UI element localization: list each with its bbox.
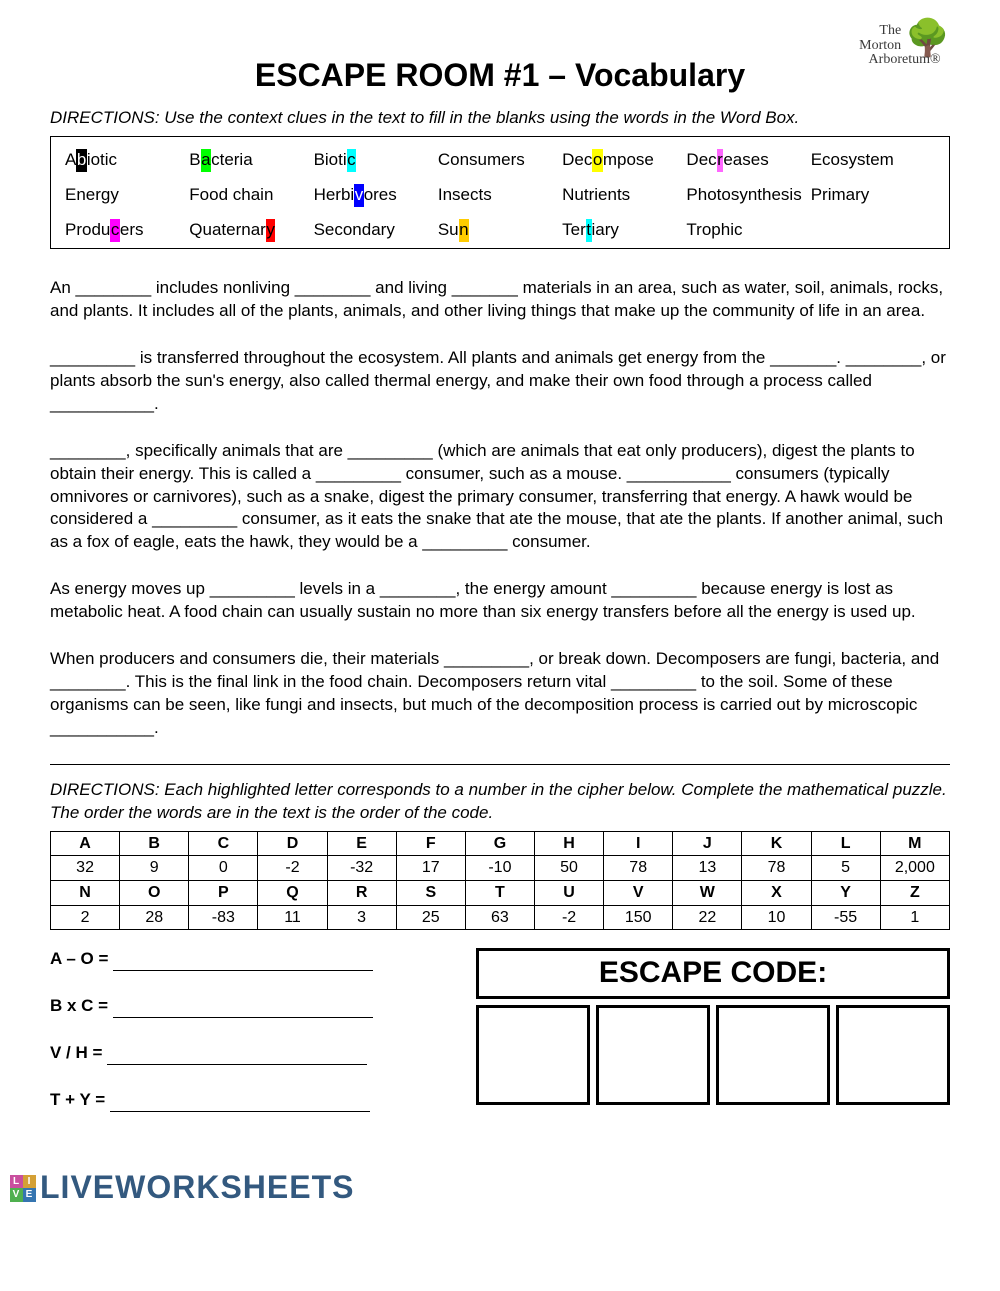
cipher-table: ABCDEFGHIJKLM3290-2-3217-105078137852,00…: [50, 831, 950, 930]
word-box: AbioticBacteriaBioticConsumersDecomposeD…: [50, 136, 950, 249]
wordbox-item: Biotic: [314, 149, 438, 172]
separator: [50, 764, 950, 765]
wordbox-item: Insects: [438, 184, 562, 207]
wordbox-item: Producers: [65, 219, 189, 242]
directions-1: DIRECTIONS: Use the context clues in the…: [50, 107, 950, 130]
brand-line3: Arboretum: [869, 52, 930, 67]
code-box-4[interactable]: [836, 1005, 950, 1105]
wordbox-item: Trophic: [686, 219, 810, 242]
wordbox-item: Decompose: [562, 149, 686, 172]
code-box-2[interactable]: [596, 1005, 710, 1105]
page-title: ESCAPE ROOM #1 – Vocabulary: [50, 54, 950, 97]
escape-code-boxes[interactable]: [476, 1005, 950, 1105]
para-2: _________ is transferred throughout the …: [50, 347, 950, 416]
para-3: ________, specifically animals that are …: [50, 440, 950, 555]
wordbox-item: Ecosystem: [811, 149, 935, 172]
wordbox-item: Photosynthesis: [686, 184, 810, 207]
brand-logo: The Morton 🌳 Arboretum®: [859, 24, 950, 68]
code-box-3[interactable]: [716, 1005, 830, 1105]
wordbox-item: Energy: [65, 184, 189, 207]
code-box-1[interactable]: [476, 1005, 590, 1105]
directions-2: DIRECTIONS: Each highlighted letter corr…: [50, 779, 950, 825]
wordbox-item: Nutrients: [562, 184, 686, 207]
wordbox-item: Quaternary: [189, 219, 313, 242]
equation-line[interactable]: T + Y =: [50, 1089, 446, 1112]
equation-line[interactable]: B x C =: [50, 995, 446, 1018]
footer-brand: LIVE LIVEWORKSHEETS: [0, 1166, 1000, 1209]
escape-code-title: ESCAPE CODE:: [476, 948, 950, 999]
brand-line2: Morton: [859, 39, 901, 54]
para-4: As energy moves up _________ levels in a…: [50, 578, 950, 624]
paragraphs: An ________ includes nonliving ________ …: [50, 277, 950, 740]
wordbox-item: Sun: [438, 219, 562, 242]
equation-line[interactable]: A – O =: [50, 948, 446, 971]
wordbox-item: Abiotic: [65, 149, 189, 172]
wordbox-item: Food chain: [189, 184, 313, 207]
para-5: When producers and consumers die, their …: [50, 648, 950, 740]
para-1: An ________ includes nonliving ________ …: [50, 277, 950, 323]
tree-icon: 🌳: [905, 24, 950, 53]
equation-line[interactable]: V / H =: [50, 1042, 446, 1065]
equations: A – O = B x C = V / H = T + Y =: [50, 948, 446, 1136]
wordbox-item: Tertiary: [562, 219, 686, 242]
wordbox-item: Decreases: [686, 149, 810, 172]
live-badge-icon: LIVE: [10, 1175, 36, 1201]
wordbox-item: Herbivores: [314, 184, 438, 207]
brand-line1: The: [859, 24, 901, 39]
wordbox-item: Secondary: [314, 219, 438, 242]
wordbox-item: Consumers: [438, 149, 562, 172]
wordbox-item: Primary: [811, 184, 935, 207]
wordbox-item: Bacteria: [189, 149, 313, 172]
